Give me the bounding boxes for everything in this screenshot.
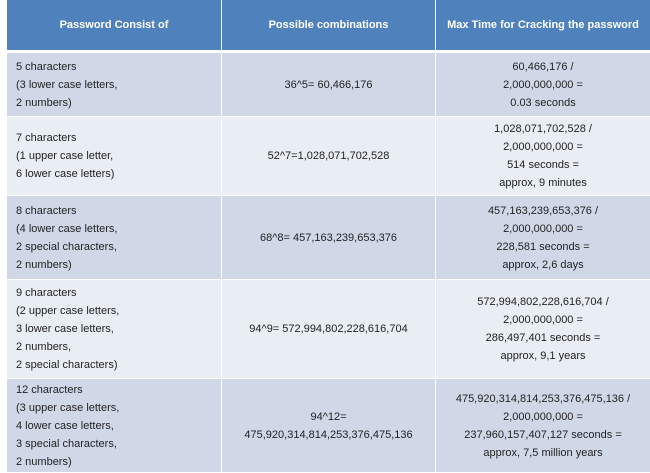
cell-time: 475,920,314,814,253,376,475,136 / 2,000,… xyxy=(455,392,631,459)
cell-time: 60,466,176 / 2,000,000,000 = 0.03 second… xyxy=(503,60,583,109)
cell-consist: 8 characters (4 lower case letters, 2 sp… xyxy=(7,196,222,279)
cell-combinations: 52^7=1,028,071,702,528 xyxy=(222,117,436,195)
table-row: 8 characters (4 lower case letters, 2 sp… xyxy=(7,196,650,280)
cell-combinations: 36^5= 60,466,176 xyxy=(222,53,436,116)
cell-consist: 12 characters (3 upper case letters, 4 l… xyxy=(7,379,222,472)
table-row: 9 characters (2 upper case letters, 3 lo… xyxy=(7,280,650,379)
header-max-time: Max Time for Cracking the password xyxy=(447,19,639,31)
cell-consist: 7 characters (1 upper case letter, 6 low… xyxy=(7,117,222,195)
header-possible-combinations: Possible combinations xyxy=(222,0,436,50)
table-row: 12 characters (3 upper case letters, 4 l… xyxy=(7,379,650,473)
cell-combinations: 68^8= 457,163,239,653,376 xyxy=(222,196,436,279)
cell-time: 1,028,071,702,528 / 2,000,000,000 = 514 … xyxy=(494,123,592,189)
table-row: 7 characters (1 upper case letter, 6 low… xyxy=(7,117,650,196)
table-row: 5 characters (3 lower case letters, 2 nu… xyxy=(7,53,650,117)
cell-consist: 5 characters (3 lower case letters, 2 nu… xyxy=(7,53,222,116)
table-header-row: Password Consist of Possible combination… xyxy=(7,0,650,53)
cell-time: 572,994,802,228,616,704 / 2,000,000,000 … xyxy=(477,296,609,362)
header-password-consist: Password Consist of xyxy=(7,0,222,50)
cell-combinations: 94^12= 475,920,314,814,253,376,475,136 xyxy=(222,379,436,472)
cell-time: 457,163,239,653,376 / 2,000,000,000 = 22… xyxy=(487,204,599,271)
password-cracking-table: Password Consist of Possible combination… xyxy=(7,0,650,473)
cell-combinations: 94^9= 572,994,802,228,616,704 xyxy=(222,280,436,378)
cell-consist: 9 characters (2 upper case letters, 3 lo… xyxy=(7,280,222,378)
